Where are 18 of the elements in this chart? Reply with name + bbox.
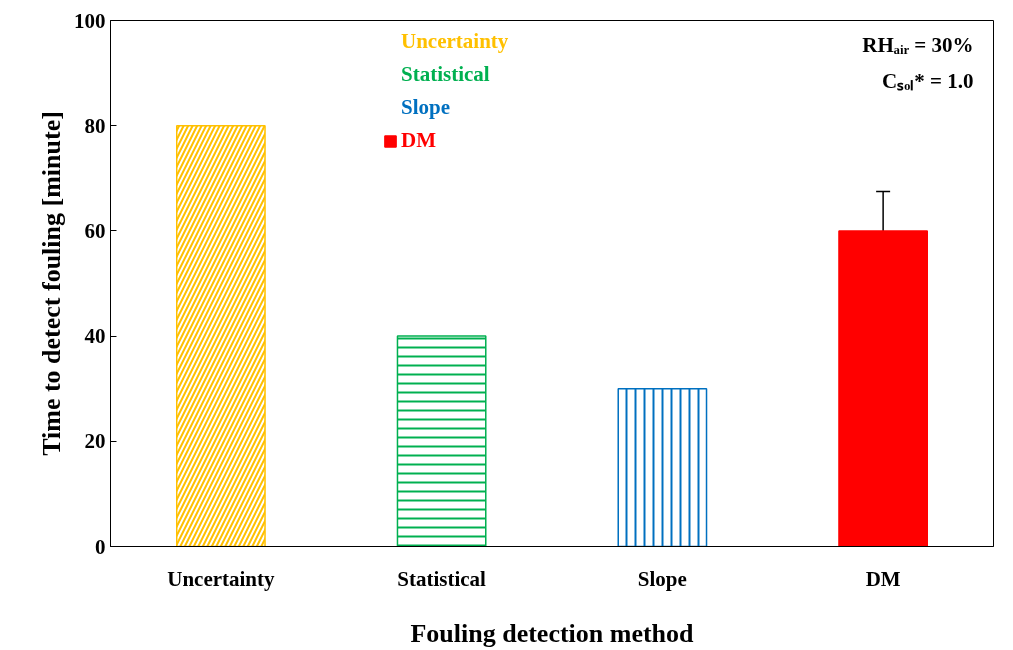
y-tick-label: 80: [84, 113, 106, 138]
y-tick-label: 60: [84, 218, 106, 243]
annotation: RHₐᵢᵣ = 30%: [862, 32, 974, 57]
y-axis-title: Time to detect fouling [minute]: [37, 111, 66, 456]
x-axis-title: Fouling detection method: [410, 618, 695, 648]
y-tick-label: 100: [74, 8, 106, 33]
legend-label: DM: [401, 128, 436, 153]
y-tick-label: 0: [95, 534, 106, 559]
annotation: Cₛₒₗ* = 1.0: [882, 68, 974, 93]
text: Slope: [401, 95, 451, 120]
text: Uncertainty: [401, 29, 509, 54]
text: Statistical: [401, 62, 490, 87]
x-tick-label: Uncertainty: [167, 566, 276, 591]
y-tick-label: 40: [84, 324, 106, 349]
x-tick-label: DM: [865, 566, 901, 591]
x-tick-label: Slope: [637, 566, 687, 591]
y-tick-label: 20: [84, 429, 106, 454]
x-tick-label: Statistical: [397, 566, 487, 591]
